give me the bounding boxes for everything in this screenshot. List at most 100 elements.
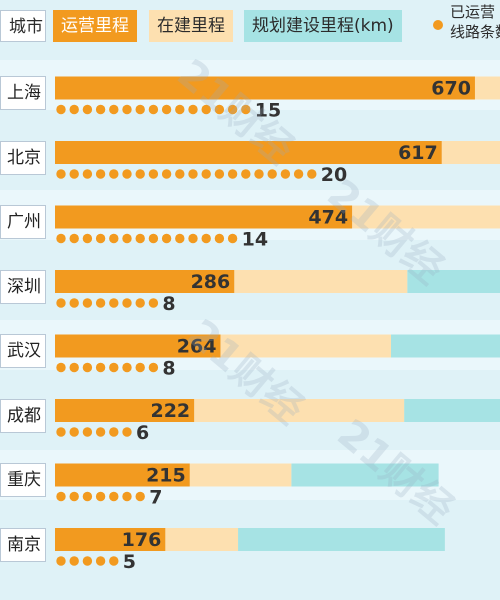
bar-value-label: 215 (146, 465, 186, 487)
bar-operating (55, 463, 190, 487)
bar-construction (352, 205, 500, 229)
line-count-dot (161, 104, 172, 115)
line-count-dot (122, 104, 132, 115)
city-label: 南京 (0, 527, 46, 562)
city-label: 上海 (0, 76, 46, 110)
bar-value-label: 670 (431, 78, 471, 100)
city-label: 北京 (0, 140, 46, 175)
legend-lines: 已运营 线路条数 (450, 3, 500, 41)
line-count-dot (56, 104, 66, 115)
bar-value-label: 617 (398, 142, 438, 164)
bar-planned (291, 463, 439, 487)
line-count-dot (69, 104, 79, 115)
city-label: 武汉 (0, 334, 46, 368)
line-count-dot (109, 556, 119, 566)
line-count-dot (201, 233, 211, 244)
legend-construction: 在建里程 (149, 10, 233, 42)
bar-planned (238, 528, 445, 551)
line-count-dot (109, 233, 119, 244)
bar-operating (55, 141, 442, 164)
line-count-dot (122, 427, 132, 437)
line-count-dot (135, 298, 145, 308)
line-count-dot (95, 427, 106, 437)
line-count-dot (69, 233, 79, 244)
bar-value-label: 286 (191, 271, 231, 293)
bar-planned (404, 399, 500, 422)
bar-planned (407, 270, 500, 293)
line-count-dot (56, 427, 66, 437)
bar-operating (55, 528, 166, 551)
line-count-dot (161, 169, 172, 179)
legend-city-label: 城市 (0, 10, 46, 42)
bar-construction (474, 76, 500, 100)
line-count-dot (69, 556, 79, 566)
line-count-dot (148, 104, 159, 115)
line-count-dot (109, 298, 119, 308)
line-count-dot (69, 427, 79, 437)
line-count-dot (69, 491, 79, 502)
line-count-dot (135, 233, 145, 244)
city-label: 成都 (0, 398, 46, 433)
line-count-label: 5 (123, 551, 136, 573)
line-count-dot (56, 362, 66, 373)
bar-construction (220, 334, 391, 358)
line-count-dot (95, 169, 106, 179)
line-count-dot (82, 169, 93, 179)
line-count-dot (109, 491, 119, 502)
line-count-dot (95, 233, 106, 244)
line-count-dot (241, 169, 251, 179)
line-count-dot (227, 233, 238, 244)
bar-value-label: 222 (150, 400, 190, 422)
line-count-dot (148, 362, 159, 373)
line-count-dot (280, 169, 291, 179)
line-count-dot (135, 169, 145, 179)
line-count-dot (109, 362, 119, 373)
line-count-dot (95, 556, 106, 566)
line-count-dot (188, 233, 198, 244)
legend-dot-icon (433, 20, 443, 30)
bar-operating (55, 399, 195, 422)
line-count-dot (82, 298, 93, 308)
line-count-dot (148, 298, 159, 308)
line-count-dot (161, 233, 172, 244)
line-count-dot (82, 362, 93, 373)
line-count-dot (175, 104, 185, 115)
line-count-label: 14 (242, 229, 268, 251)
bar-planned (390, 334, 500, 358)
line-count-dot (69, 362, 79, 373)
bar-construction (165, 528, 239, 551)
bar-construction (194, 399, 405, 422)
city-label: 深圳 (0, 269, 46, 304)
chart-legend: 城市 运营里程 在建里程 规划建设里程(km) 已运营 线路条数 (0, 0, 500, 52)
line-count-dot (135, 104, 145, 115)
line-count-dot (122, 491, 132, 502)
line-count-dot (95, 491, 106, 502)
bar-construction (234, 270, 408, 293)
line-count-dot (214, 104, 225, 115)
line-count-dot (56, 298, 66, 308)
bar-value-label: 264 (177, 336, 217, 358)
line-count-dot (267, 169, 277, 179)
bar-construction (441, 141, 500, 164)
bar-operating (55, 76, 475, 100)
line-count-dot (175, 233, 185, 244)
line-count-label: 7 (149, 487, 162, 509)
line-count-dot (148, 169, 159, 179)
line-count-dot (56, 491, 66, 502)
line-count-dot (188, 104, 198, 115)
line-count-dot (122, 169, 132, 179)
line-count-dot (227, 169, 238, 179)
line-count-dot (95, 362, 106, 373)
line-count-dot (148, 233, 159, 244)
bar-construction (189, 463, 292, 487)
legend-operating: 运营里程 (53, 10, 137, 42)
line-count-dot (109, 104, 119, 115)
line-count-dot (214, 169, 225, 179)
line-count-dot (175, 169, 185, 179)
line-count-dot (254, 169, 264, 179)
city-label: 重庆 (0, 463, 46, 497)
line-count-dot (122, 298, 132, 308)
line-count-dot (95, 298, 106, 308)
bar-operating (55, 205, 353, 229)
line-count-label: 8 (162, 358, 175, 380)
